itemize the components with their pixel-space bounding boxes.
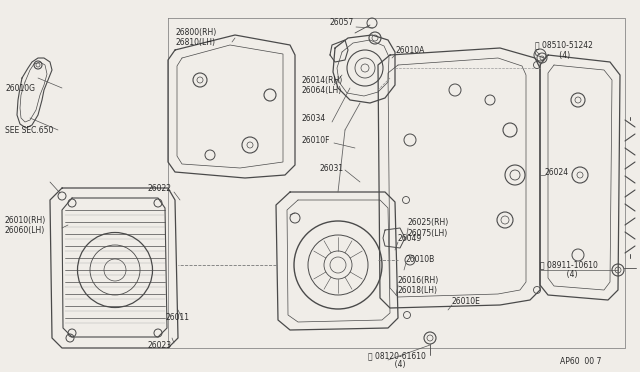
Text: (4): (4) — [378, 359, 406, 369]
Text: 26023: 26023 — [148, 340, 172, 350]
Text: Ⓢ 08510-51242: Ⓢ 08510-51242 — [535, 41, 593, 49]
Text: 26014(RH): 26014(RH) — [302, 76, 343, 84]
Text: Ⓝ 08911-10610: Ⓝ 08911-10610 — [540, 260, 598, 269]
Text: (4): (4) — [545, 51, 570, 60]
Text: 26010E: 26010E — [452, 298, 481, 307]
Text: AP60  00 7: AP60 00 7 — [560, 357, 602, 366]
Text: 26057: 26057 — [330, 17, 355, 26]
Text: SEE SEC.650: SEE SEC.650 — [5, 125, 53, 135]
Text: 26025(RH): 26025(RH) — [408, 218, 449, 227]
Text: 26034: 26034 — [302, 113, 326, 122]
Text: 26010G: 26010G — [5, 83, 35, 93]
Text: 26024: 26024 — [545, 167, 569, 176]
Text: 26810(LH): 26810(LH) — [176, 38, 216, 46]
Text: 26049: 26049 — [398, 234, 422, 243]
Text: Ⓑ 08120-61610: Ⓑ 08120-61610 — [368, 352, 426, 360]
Text: 26064(LH): 26064(LH) — [302, 86, 342, 94]
Text: 26031: 26031 — [320, 164, 344, 173]
Text: 26016(RH): 26016(RH) — [398, 276, 439, 285]
Text: 26010A: 26010A — [396, 45, 426, 55]
Text: 26022: 26022 — [148, 183, 172, 192]
Text: (4): (4) — [550, 270, 577, 279]
Text: 26018(LH): 26018(LH) — [398, 285, 438, 295]
Text: 26010(RH): 26010(RH) — [4, 215, 45, 224]
Text: 26010B: 26010B — [406, 256, 435, 264]
Text: 26060(LH): 26060(LH) — [4, 225, 44, 234]
Text: 26800(RH): 26800(RH) — [176, 28, 217, 36]
Text: 26010F: 26010F — [302, 135, 330, 144]
Text: 26075(LH): 26075(LH) — [408, 228, 448, 237]
Text: 26011: 26011 — [165, 314, 189, 323]
